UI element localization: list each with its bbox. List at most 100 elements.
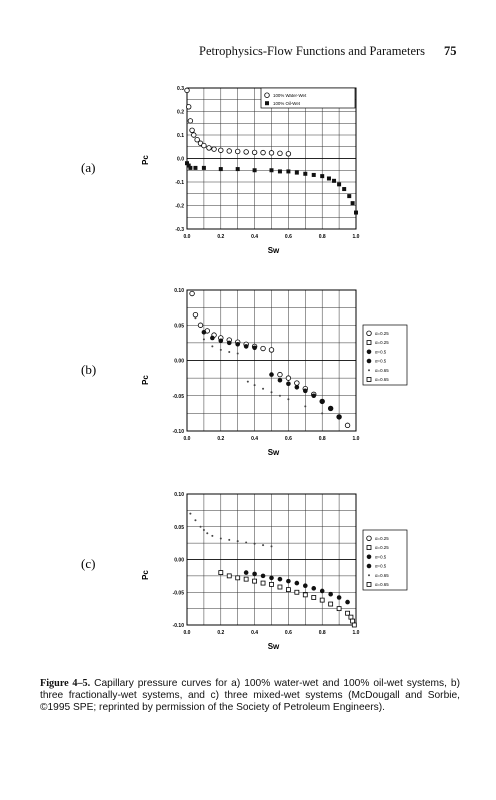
panel-1-y-tick-label: 0.0 [177, 157, 184, 163]
figure-caption-label: Figure 4–5. [40, 678, 91, 689]
panel-3-series-3-point [270, 545, 273, 548]
panel-2-series-2-point [252, 345, 257, 351]
panel-3-x-tick-label: 0.0 [184, 630, 191, 636]
panel-1-series-1-point [194, 136, 200, 143]
panel-2-series-2-point [277, 377, 283, 383]
panel-1-series-1-point [226, 148, 232, 154]
panel-1-series-1-point [285, 151, 292, 157]
panel-2-series-1-point [285, 375, 292, 381]
panel-1-series-2-point [201, 165, 206, 170]
panel-3-series-3-point [211, 534, 214, 537]
running-header: Petrophysics-Flow Functions and Paramete… [199, 44, 457, 59]
panel-2-series-3-point [278, 394, 281, 397]
panel-3-series-1-point [311, 595, 317, 600]
panel-3-series-1-point [226, 573, 232, 579]
panel-3-series-2-point [294, 580, 300, 586]
panel-1-series-2-point [235, 167, 240, 172]
panel-1-y-tick-label: -0.3 [175, 227, 184, 233]
panel-3-legend-marker [366, 535, 372, 542]
panel-1-series-1-point [184, 87, 190, 94]
panel-3-series-3-point [245, 541, 248, 544]
panel-3-series-1-point [336, 606, 342, 612]
panel-3-series-2-point [319, 588, 325, 594]
panel-2-legend-marker [366, 349, 372, 355]
panel-2-y-tick-label: -0.05 [173, 394, 185, 400]
panel-2-series-2-point [328, 406, 333, 411]
panel-3-series-3-point [202, 529, 205, 532]
panel-2-y-axis-label: Pc [141, 375, 150, 385]
panel-1-x-tick-label: 1.0 [353, 234, 360, 240]
panel-1-series-2-point [186, 163, 191, 168]
panel-2-x-tick-label: 0.4 [251, 436, 258, 442]
panel-2-series-1-point [189, 290, 195, 297]
panel-1-series-1-point [260, 149, 266, 156]
panel-2-series-1-point [277, 371, 283, 378]
panel-3-series-2-point [269, 575, 274, 581]
panel-1-series-2-point [303, 171, 308, 176]
panel-2-series-3-point [321, 412, 324, 415]
panel-3-series-2-point [303, 583, 308, 588]
panel-3-series-2-point [345, 599, 350, 605]
panel-2-series-3-point [236, 352, 239, 355]
panel-3-legend-marker [366, 545, 372, 550]
panel-1-y-tick-label: 0.3 [177, 86, 184, 92]
panel-2-series-1-point [197, 322, 204, 328]
panel-1-series-2-point [342, 187, 347, 192]
panel-1-series-2-point [326, 176, 331, 181]
panel-3-series-3-point [262, 544, 265, 547]
panel-2-series-1-point [294, 380, 300, 386]
panel-3-y-axis-label: Pc [141, 570, 150, 580]
figure-caption-text: Capillary pressure curves for a) 100% wa… [40, 678, 460, 713]
panel-3-series-1-point [285, 587, 291, 593]
figure-caption: Figure 4–5. Capillary pressure curves fo… [40, 678, 460, 714]
panel-3-series-2-point [286, 578, 291, 584]
panel-3-series-3-point [219, 537, 222, 540]
panel-2-series-2-point [319, 399, 325, 404]
panel-3-series-1-point [302, 592, 308, 598]
panel-3-series-1-point [351, 622, 357, 628]
panel-2-x-tick-label: 0.2 [217, 436, 224, 442]
panel-1-legend-marker [264, 92, 270, 98]
panel-1-series-1-point [268, 150, 275, 156]
panel-2-series-2-point [303, 388, 308, 394]
panel-1-series-1-point [187, 118, 194, 124]
panel-2-x-tick-label: 0.6 [285, 436, 292, 442]
panel-3-series-1-point [235, 575, 241, 581]
panel-2-y-tick-label: 0.10 [174, 288, 184, 294]
panel-2-series-2-point [243, 344, 249, 349]
panel-1-x-tick-label: 0.0 [184, 234, 191, 240]
panel-3-series-3-point [253, 542, 256, 545]
panel-2-series-3-point [304, 405, 307, 408]
panel-2-legend-entry: α=0.5 [375, 359, 387, 364]
panel-1-series-2-point [347, 194, 352, 199]
panel-1-series-2-point [286, 169, 291, 174]
panel-1-series-2-point [294, 170, 299, 175]
panel-3-x-tick-label: 0.8 [319, 630, 326, 636]
panel-3-series-1-point [348, 614, 354, 620]
panel-3-series-3-point [194, 519, 197, 522]
panel-1-series-2-point [185, 161, 189, 166]
panel-2-series-2-point [226, 340, 232, 346]
panel-1-x-axis-label: Sw [268, 246, 280, 255]
panel-1-series-2-point [188, 165, 193, 170]
panel-1-series-2-point [252, 168, 257, 173]
panel-2-series-2-point [294, 384, 300, 390]
panel-2-series-3-point [228, 351, 231, 354]
panel-1-series-2-point [311, 172, 316, 177]
panel-1-label: (a) [81, 160, 95, 175]
panel-3-y-tick-label: -0.10 [173, 623, 185, 629]
panel-3-x-tick-label: 0.2 [217, 630, 224, 636]
panel-2-legend-entry: α=0.65 [375, 368, 389, 373]
panel-3-legend-marker [366, 554, 372, 560]
panel-3-series-1-point [218, 570, 224, 575]
panel-3-label: (c) [81, 556, 95, 571]
panel-3-legend-entry: α=0.25 [375, 545, 389, 550]
panel-1-series-1-point [218, 147, 224, 153]
panel-2-x-tick-label: 1.0 [353, 436, 360, 442]
panel-3-series-1-point [328, 601, 334, 607]
panel-1-x-tick-label: 0.6 [285, 234, 292, 240]
panel-1-series-1-point [201, 142, 207, 149]
panel-2-series-2-point [311, 393, 317, 399]
panel-3-legend-marker [366, 563, 372, 569]
panel-1-series-2-point [193, 165, 198, 170]
